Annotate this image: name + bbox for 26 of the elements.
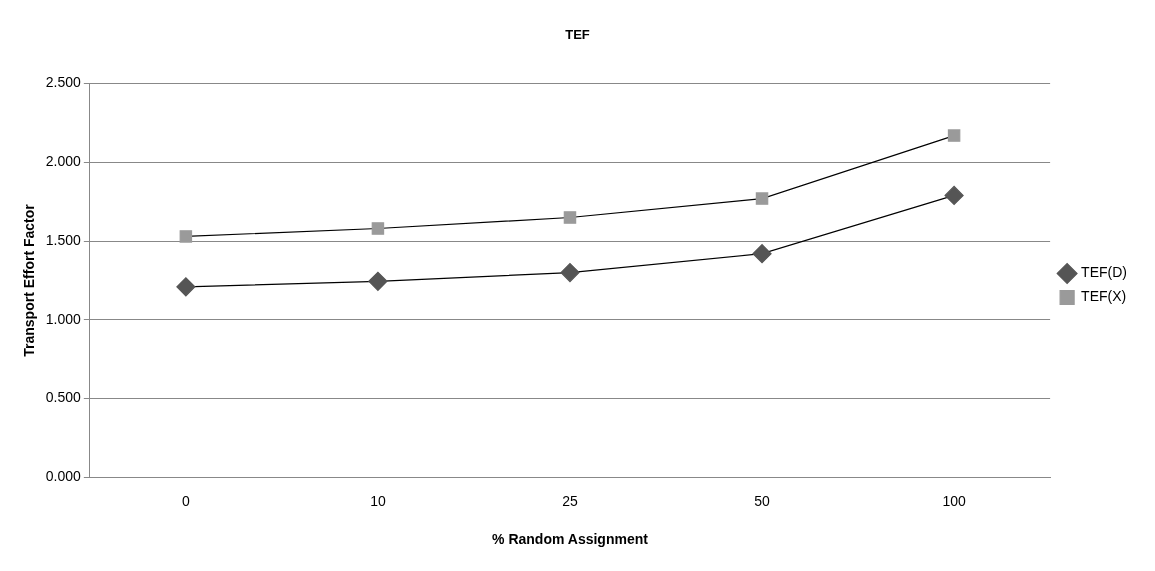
point	[179, 230, 193, 243]
point	[944, 185, 964, 206]
point	[560, 263, 580, 283]
y-tick-label: 2.000	[45, 153, 82, 170]
y-tick-label: 1.500	[45, 231, 82, 248]
y-axis-title: Transport Effort Factor	[21, 203, 38, 357]
legend-label: TEF(X)	[1081, 288, 1127, 305]
point	[755, 192, 769, 205]
x-tick-label: 0	[181, 492, 190, 509]
point	[752, 244, 772, 264]
x-tick-label: 10	[370, 492, 386, 509]
point	[947, 129, 961, 142]
chart-title: TEF	[565, 27, 590, 43]
legend-label: TEF(D)	[1081, 264, 1128, 281]
y-tick-label: 1.000	[45, 310, 82, 327]
point	[176, 277, 196, 297]
y-tick-label: 2.500	[45, 74, 82, 91]
x-tick-label: 50	[754, 492, 771, 509]
x-tick-label: 100	[942, 492, 966, 509]
x-axis-title: % Random Assignment	[492, 531, 649, 548]
point	[368, 271, 388, 291]
y-tick-label: 0.000	[45, 468, 82, 485]
point	[563, 211, 577, 224]
x-tick-label: 25	[562, 492, 578, 509]
point	[371, 222, 385, 235]
y-tick-label: 0.500	[45, 389, 82, 406]
